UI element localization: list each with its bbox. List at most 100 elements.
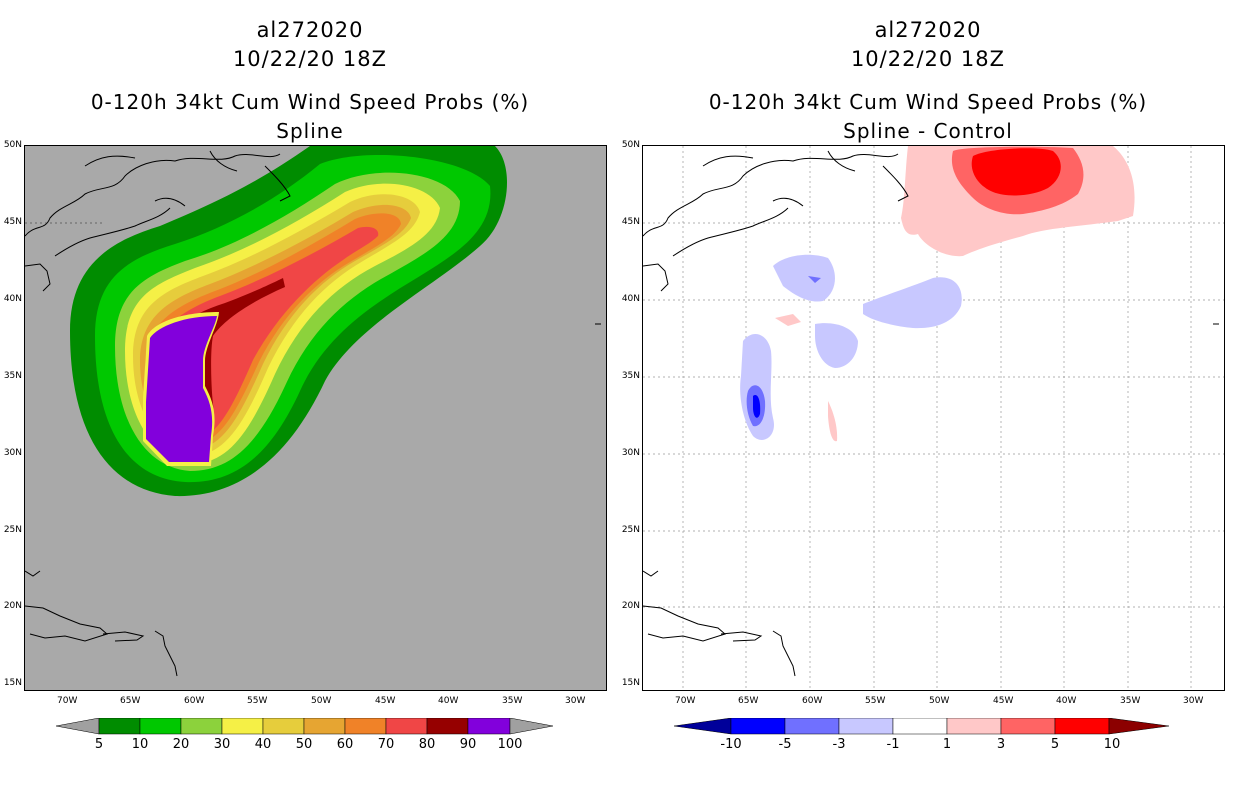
- left-colorbar-bin: [385, 718, 428, 735]
- right-lat-label: 45N: [621, 217, 640, 227]
- right-lon-label: 45W: [993, 696, 1014, 706]
- left-storm-id: al272020: [256, 18, 364, 42]
- left-colorbar-bin: [98, 718, 141, 735]
- right-colorbar-label: -5: [778, 737, 792, 752]
- right-lon-label: 35W: [1120, 696, 1141, 706]
- left-lon-label: 30W: [565, 696, 586, 706]
- diff-negative-1-3: [863, 277, 962, 329]
- left-colorbar-label: 100: [497, 737, 523, 752]
- left-map-svg: [25, 146, 601, 677]
- right-lat-label: 40N: [621, 294, 640, 304]
- left-colorbar-bin: [426, 718, 469, 735]
- left-lon-label: 70W: [57, 696, 78, 706]
- left-colorbar-bin: [467, 718, 511, 735]
- right-lon-label: 50W: [929, 696, 950, 706]
- right-colorbar-bin: [946, 718, 1002, 735]
- left-lat-label: 30N: [3, 448, 22, 458]
- right-datetime: 10/22/20 18Z: [850, 47, 1006, 71]
- left-colorbar-label: 10: [131, 737, 149, 752]
- left-coastlines: [25, 150, 601, 677]
- left-colorbar-label: 70: [377, 737, 395, 752]
- left-colorbar-bin: [180, 718, 223, 735]
- right-colorbar-label: -3: [832, 737, 846, 752]
- right-colorbar-label: -1: [886, 737, 900, 752]
- left-colorbar-svg: [56, 718, 554, 735]
- right-coastlines: [643, 150, 1219, 677]
- diff-positive-5-10: [971, 148, 1061, 196]
- left-colorbar-low-arrow: [56, 718, 100, 735]
- prob-100-contour: [146, 316, 217, 462]
- left-colorbar-bin: [139, 718, 182, 735]
- left-lon-label: 55W: [247, 696, 268, 706]
- left-lat-label: 45N: [3, 217, 22, 227]
- right-lat-label: 50N: [621, 140, 640, 150]
- diff-negative-5-10: [753, 395, 761, 418]
- left-product-title: 0-120h 34kt Cum Wind Speed Probs (%): [90, 90, 530, 114]
- left-colorbar-bin: [344, 718, 387, 735]
- right-difference-contours: [740, 146, 1135, 442]
- left-probability-map: [24, 145, 607, 691]
- right-lat-label: 35N: [621, 371, 640, 381]
- left-colorbar-label: 40: [254, 737, 272, 752]
- left-colorbar-label: 90: [459, 737, 477, 752]
- right-subtitle: Spline - Control: [843, 119, 1013, 143]
- right-storm-id: al272020: [874, 18, 982, 42]
- left-wind-probability-contours: [70, 146, 507, 497]
- right-lon-label: 30W: [1183, 696, 1204, 706]
- left-lat-label: 35N: [3, 371, 22, 381]
- right-lat-label: 15N: [621, 678, 640, 688]
- left-lon-label: 35W: [502, 696, 523, 706]
- left-colorbar-label: 30: [213, 737, 231, 752]
- left-lat-label: 20N: [3, 601, 22, 611]
- right-colorbar-bin: [838, 718, 894, 735]
- left-lon-label: 40W: [438, 696, 459, 706]
- right-lat-label: 25N: [621, 525, 640, 535]
- right-colorbar-label: 5: [1050, 737, 1060, 752]
- diff-negative-1-3: [773, 254, 835, 302]
- left-lon-label: 45W: [375, 696, 396, 706]
- diff-positive-small: [775, 314, 801, 326]
- right-product-title: 0-120h 34kt Cum Wind Speed Probs (%): [708, 90, 1148, 114]
- left-colorbar-label: 60: [336, 737, 354, 752]
- right-colorbar-label: 1: [942, 737, 952, 752]
- left-lat-label: 25N: [3, 525, 22, 535]
- diff-negative-1-3: [815, 323, 858, 368]
- right-colorbar-high-arrow: [1108, 718, 1170, 735]
- left-colorbar-bin: [262, 718, 305, 735]
- right-colorbar-label: -10: [720, 737, 742, 752]
- right-colorbar-label: 10: [1103, 737, 1121, 752]
- left-lon-label: 60W: [184, 696, 205, 706]
- left-lon-label: 65W: [120, 696, 141, 706]
- right-colorbar-bin: [730, 718, 786, 735]
- left-colorbar-bin: [221, 718, 264, 735]
- left-subtitle: Spline: [276, 119, 344, 143]
- right-lat-label: 20N: [621, 601, 640, 611]
- left-colorbar-label: 80: [418, 737, 436, 752]
- right-colorbar-bin: [1054, 718, 1110, 735]
- right-gridlines: [643, 146, 1224, 690]
- right-lon-label: 65W: [738, 696, 759, 706]
- right-colorbar-bin: [1000, 718, 1056, 735]
- right-colorbar-bin: [892, 718, 948, 735]
- right-map-svg: [643, 146, 1224, 690]
- left-lat-label: 40N: [3, 294, 22, 304]
- right-colorbar-svg: [674, 718, 1170, 735]
- right-lon-label: 60W: [802, 696, 823, 706]
- left-colorbar-label: 20: [172, 737, 190, 752]
- left-colorbar-label: 50: [295, 737, 313, 752]
- right-lon-label: 55W: [865, 696, 886, 706]
- left-colorbar: [56, 718, 556, 738]
- left-datetime: 10/22/20 18Z: [232, 47, 388, 71]
- left-colorbar-high-arrow: [509, 718, 554, 735]
- right-colorbar-low-arrow: [674, 718, 732, 735]
- right-colorbar-label: 3: [996, 737, 1006, 752]
- right-lon-label: 70W: [675, 696, 696, 706]
- right-lon-label: 40W: [1056, 696, 1077, 706]
- right-difference-map: [642, 145, 1225, 691]
- right-colorbar-bin: [784, 718, 840, 735]
- left-colorbar-label: 5: [94, 737, 104, 752]
- left-lat-label: 50N: [3, 140, 22, 150]
- left-colorbar-bin: [303, 718, 346, 735]
- left-lat-label: 15N: [3, 678, 22, 688]
- left-lon-label: 50W: [311, 696, 332, 706]
